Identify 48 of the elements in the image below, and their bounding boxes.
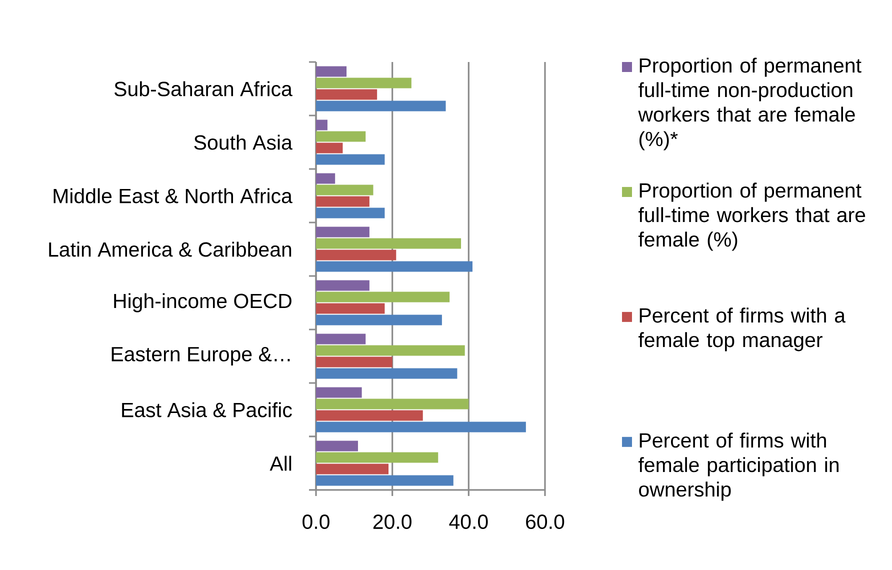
y-tick-label: East Asia & Pacific xyxy=(122,402,292,418)
bar xyxy=(316,184,374,196)
y-tick-label: Middle East & North Africa xyxy=(54,188,292,204)
legend-label: Percent of firms with a female top manager xyxy=(638,308,846,352)
bar xyxy=(316,154,385,165)
y-tick-label: Eastern Europe &… xyxy=(112,347,290,366)
bar xyxy=(316,464,389,474)
y-tick-label: Sub-Saharan Africa xyxy=(114,81,292,96)
y-tick-label: South Asia xyxy=(194,134,292,150)
bar xyxy=(316,410,423,421)
bar xyxy=(316,452,438,463)
x-tick-label: 60.0 xyxy=(526,514,564,530)
bar xyxy=(316,226,370,238)
bar xyxy=(316,368,458,379)
bar xyxy=(316,280,370,291)
bar xyxy=(316,208,385,218)
bar xyxy=(316,422,526,432)
legend-label: Proportion of permanent full-time non-production workers that are female (%)* xyxy=(638,58,862,150)
bar xyxy=(316,100,446,112)
y-tick-label: All xyxy=(270,456,292,471)
bar xyxy=(316,238,462,249)
bar xyxy=(316,440,358,452)
bar xyxy=(316,196,370,207)
bar xyxy=(316,292,450,302)
bar xyxy=(316,131,366,142)
bar xyxy=(316,398,469,410)
bar xyxy=(316,334,366,344)
x-tick-label: 40.0 xyxy=(449,514,488,530)
bar xyxy=(316,314,442,326)
y-tick-label: Latin America & Caribbean xyxy=(49,242,292,257)
x-tick-label: 0.0 xyxy=(302,514,330,530)
bar xyxy=(316,475,454,486)
x-tick-label: 20.0 xyxy=(373,514,412,530)
bar xyxy=(316,142,343,154)
legend-label: Proportion of permanent full-time workers that are female (%) xyxy=(638,182,866,251)
bar xyxy=(316,345,465,356)
y-tick-label: High-income OECD xyxy=(114,293,292,312)
bar xyxy=(316,356,392,368)
bar xyxy=(316,66,347,77)
bar xyxy=(316,120,328,130)
bar xyxy=(316,387,362,398)
legend-label: Percent of firms with female participation in ownership xyxy=(638,432,839,501)
bar xyxy=(316,303,385,314)
bar xyxy=(316,250,396,260)
bar xyxy=(316,261,472,272)
bar xyxy=(316,89,378,100)
bar xyxy=(316,173,336,184)
bar xyxy=(316,78,412,88)
